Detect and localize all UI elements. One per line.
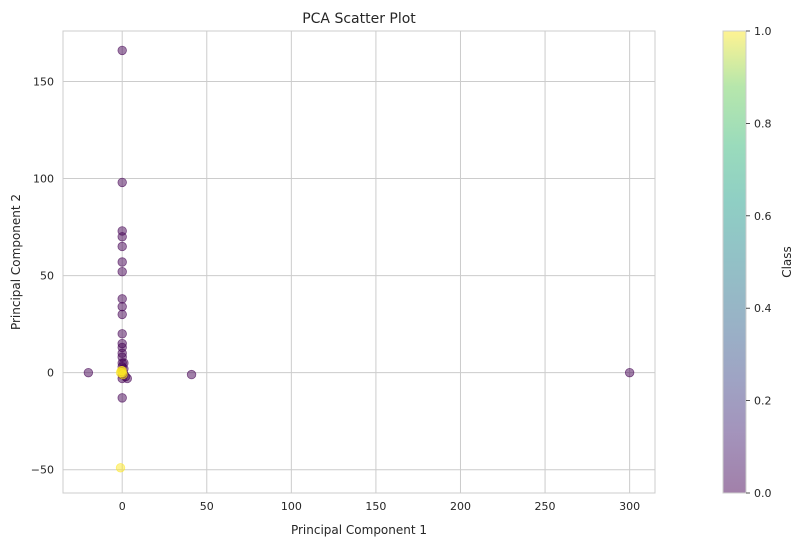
data-point-class-0 bbox=[117, 232, 127, 242]
data-point-class-0 bbox=[117, 329, 127, 339]
colorbar-tick-label: 0.6 bbox=[754, 210, 772, 223]
x-tick-label: 300 bbox=[619, 500, 640, 513]
y-tick-label: 50 bbox=[40, 270, 54, 283]
y-tick-label: 0 bbox=[47, 367, 54, 380]
data-point-class-0 bbox=[83, 367, 94, 378]
data-point-class-0 bbox=[117, 301, 127, 312]
y-tick-label: 150 bbox=[33, 75, 54, 88]
colorbar-label: Class bbox=[780, 246, 794, 278]
y-axis-label: Principal Component 2 bbox=[9, 194, 23, 330]
x-tick-label: 250 bbox=[535, 500, 556, 513]
plot-border bbox=[62, 30, 656, 494]
data-point-class-0 bbox=[117, 45, 127, 56]
colorbar-tick-label: 1.0 bbox=[754, 25, 772, 38]
y-tick-label: −50 bbox=[31, 464, 54, 477]
chart-title: PCA Scatter Plot bbox=[302, 11, 416, 27]
x-axis-label: Principal Component 1 bbox=[291, 523, 427, 537]
x-tick-label: 50 bbox=[200, 500, 214, 513]
data-point-class-0 bbox=[117, 177, 127, 188]
colorbar: 0.0 0.2 0.4 0.6 0.8 1.0 Class bbox=[722, 25, 794, 500]
colorbar-ticks: 0.0 0.2 0.4 0.6 0.8 1.0 bbox=[746, 25, 772, 500]
y-tick-label: 100 bbox=[33, 173, 54, 186]
data-point-class-0 bbox=[117, 257, 127, 267]
x-tick-label: 0 bbox=[119, 500, 126, 513]
colorbar-tick-label: 0.4 bbox=[754, 302, 772, 315]
data-point-class-0 bbox=[186, 369, 197, 380]
data-point-class-0 bbox=[624, 367, 635, 378]
x-tick-label: 100 bbox=[281, 500, 302, 513]
data-point-class-1 bbox=[116, 366, 127, 376]
data-point-class-0 bbox=[117, 393, 127, 403]
x-tick-label: 150 bbox=[365, 500, 386, 513]
colorbar-tick-label: 0.8 bbox=[754, 117, 772, 130]
colorbar-tick-label: 0.0 bbox=[754, 487, 772, 500]
y-tick-labels: −50 0 50 100 150 bbox=[31, 75, 54, 476]
data-point-class-0 bbox=[119, 358, 129, 368]
colorbar-border bbox=[722, 30, 747, 494]
x-tick-labels: 0 50 100 150 200 250 300 bbox=[119, 500, 640, 513]
plot-area bbox=[63, 31, 655, 493]
data-point-class-0 bbox=[117, 241, 127, 252]
colorbar-gradient bbox=[723, 31, 746, 493]
data-point-class-0 bbox=[117, 309, 127, 320]
data-point-class-0 bbox=[117, 267, 127, 277]
grid bbox=[63, 31, 655, 493]
colorbar-tick-label: 0.2 bbox=[754, 395, 772, 408]
data-point-class-0 bbox=[117, 294, 127, 304]
x-tick-label: 200 bbox=[450, 500, 471, 513]
data-point-class-1 bbox=[115, 463, 126, 473]
points bbox=[83, 45, 635, 473]
